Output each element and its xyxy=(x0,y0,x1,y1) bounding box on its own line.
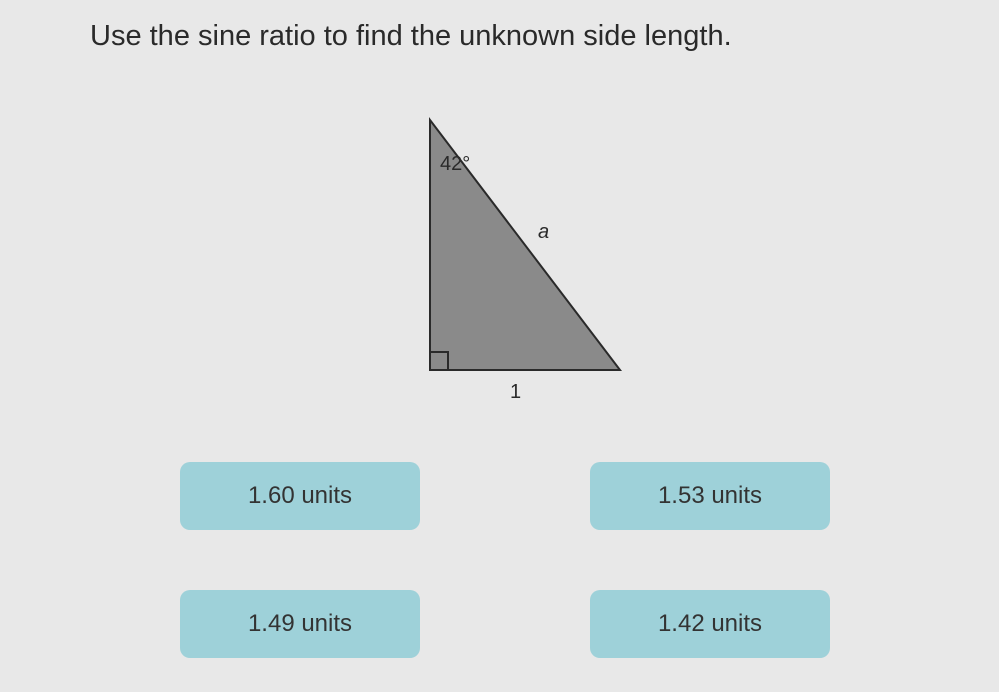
angle-label: 42° xyxy=(440,153,470,175)
answer-option-d[interactable]: 1.42 units xyxy=(590,590,830,658)
answer-option-c[interactable]: 1.49 units xyxy=(180,590,420,658)
base-label: 1 xyxy=(510,381,521,403)
answer-option-b[interactable]: 1.53 units xyxy=(590,462,830,530)
triangle-diagram: 42° a 1 xyxy=(390,110,650,410)
triangle-svg: 42° a 1 xyxy=(390,110,650,410)
answer-option-a[interactable]: 1.60 units xyxy=(180,462,420,530)
question-text: Use the sine ratio to find the unknown s… xyxy=(90,20,732,53)
hypotenuse-label: a xyxy=(538,221,549,243)
